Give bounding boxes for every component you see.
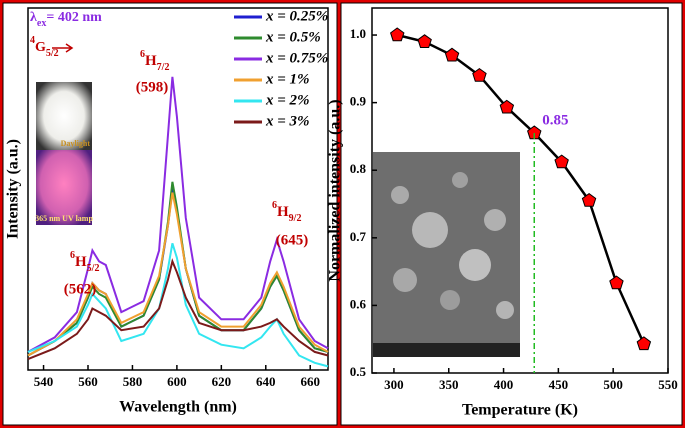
x-tick-label: 550 (658, 377, 678, 392)
x-tick-label: 300 (384, 377, 404, 392)
legend: x = 0.25% x = 0.5% x = 0.75% x = 1% x = 2% x … (234, 8, 328, 129)
series-line (27, 192, 329, 357)
data-point (636, 336, 652, 351)
plot-frame (371, 7, 669, 374)
data-point (390, 27, 405, 42)
daylight-photo (36, 82, 92, 150)
peak-level-part: 7/2 (157, 62, 170, 73)
series-line (396, 33, 646, 345)
legend-label: x = 1% (265, 71, 310, 87)
level-label-part: 4 (30, 35, 35, 46)
y-tick-label: 0.8 (350, 161, 367, 176)
x-tick-label: 400 (494, 377, 514, 392)
x-tick-label: 350 (439, 377, 459, 392)
y-tick-label: 0.7 (350, 229, 367, 244)
peak-level: 6H9/2 (272, 200, 301, 224)
y-axis-label: Intensity (a.u.) (5, 139, 22, 239)
data-point (444, 47, 460, 62)
inset-label: Daylight (61, 139, 91, 148)
legend-label: x = 0.5% (265, 29, 321, 45)
uv-photo (36, 150, 92, 225)
sem-inset (373, 152, 520, 357)
peak-wavelength: (645) (276, 232, 309, 248)
level-label-part: 5/2 (46, 48, 59, 59)
x-axis-label: Wavelength (nm) (119, 399, 237, 416)
plot-frame (27, 7, 329, 371)
legend-label: x = 0.25% (265, 8, 328, 24)
series-line (27, 258, 329, 361)
y-tick-label: 1.0 (350, 26, 366, 41)
peak-level-part: 6 (140, 49, 145, 60)
data-point (499, 99, 515, 114)
y-axis-label: Normalized intensity (a.u.) (327, 99, 344, 281)
level-label: 4G5/2 (30, 35, 59, 59)
particle (393, 268, 417, 292)
x-tick-label: 660 (300, 374, 320, 389)
peak-level-part: H (277, 204, 289, 220)
peak-level-part: 5/2 (87, 263, 100, 274)
particle (440, 290, 460, 310)
peak-level-part: 6 (70, 250, 75, 261)
particle (412, 212, 448, 248)
sem-info-bar (373, 343, 520, 357)
level-label-part: G (35, 40, 46, 55)
particle (484, 209, 506, 231)
data-point (417, 34, 432, 48)
peak-level-part: 9/2 (289, 213, 302, 224)
data-point (609, 275, 624, 290)
sem-image (373, 152, 520, 357)
photo-inset (36, 82, 92, 225)
x-tick-label: 640 (256, 374, 276, 389)
excitation-label-part: λ (30, 10, 37, 25)
annotation: 0.85 (542, 112, 568, 128)
data-point (554, 154, 569, 169)
particle (459, 249, 491, 281)
data-point (472, 67, 487, 82)
peak-level-part: H (145, 53, 157, 69)
x-tick-label: 580 (123, 374, 143, 389)
legend-label: x = 0.75% (265, 50, 328, 66)
x-tick-label: 560 (78, 374, 98, 389)
x-tick-label: 450 (549, 377, 569, 392)
legend-label: x = 2% (265, 92, 310, 108)
level-arrow (52, 43, 74, 53)
peak-wavelength: (562) (64, 281, 97, 297)
y-tick-label: 0.5 (350, 364, 367, 379)
x-tick-label: 500 (603, 377, 623, 392)
x-tick-label: 600 (167, 374, 187, 389)
excitation-label: λex= 402 nm (30, 10, 102, 29)
peak-level: 6H5/2 (70, 250, 99, 274)
legend-label: x = 3% (265, 113, 310, 129)
peak-level-part: 6 (272, 200, 277, 211)
x-tick-label: 540 (34, 374, 54, 389)
x-axis-label: Temperature (K) (462, 402, 578, 419)
x-tick-label: 620 (212, 374, 232, 389)
peak-level: 6H7/2 (140, 49, 169, 73)
excitation-label-part: = 402 nm (46, 10, 102, 25)
series-line (27, 76, 329, 353)
y-tick-label: 0.6 (350, 296, 367, 311)
particle (496, 301, 514, 319)
peak-wavelength: (598) (136, 79, 169, 95)
peak-level-part: H (75, 254, 87, 270)
data-point (581, 192, 597, 207)
particle (391, 186, 409, 204)
y-tick-label: 0.9 (350, 94, 367, 109)
series-line (27, 181, 329, 357)
excitation-label-part: ex (37, 18, 46, 29)
inset-label: 365 nm UV lamp (35, 214, 93, 223)
particle (452, 172, 468, 188)
